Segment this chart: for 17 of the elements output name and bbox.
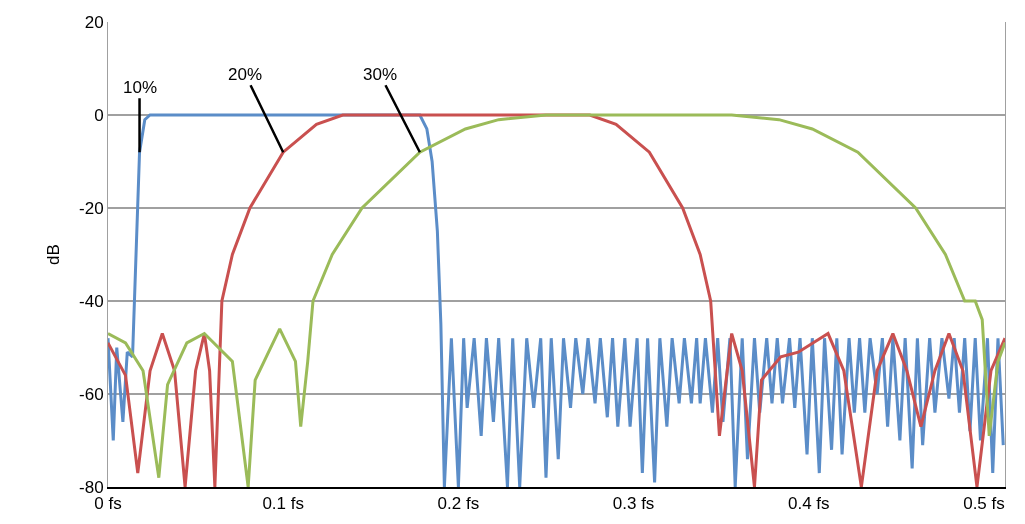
x-tick-label: 0.1 fs xyxy=(262,494,304,514)
x-tick-label: 0.2 fs xyxy=(437,494,480,514)
annotation: 30% xyxy=(363,65,398,84)
annotation: 20% xyxy=(228,65,263,84)
x-tick-label: 0.3 fs xyxy=(612,494,655,514)
x-tick-label: 0 fs xyxy=(94,494,122,514)
line-series xyxy=(108,113,1005,487)
x-tick-label: 0.4 fs xyxy=(787,494,830,514)
y-tick-label: -20 xyxy=(79,198,104,218)
y-tick-label: 0 xyxy=(94,105,104,125)
y-tick-label: -60 xyxy=(79,384,104,404)
y-axis-title: dB xyxy=(43,244,63,265)
y-tick-label: -40 xyxy=(79,291,104,311)
y-tick-label: 20 xyxy=(84,12,104,32)
x-tick-label: 0.5 fs xyxy=(963,494,1005,514)
y-tick-label: -80 xyxy=(79,477,104,497)
annotation: 10% xyxy=(123,78,158,97)
